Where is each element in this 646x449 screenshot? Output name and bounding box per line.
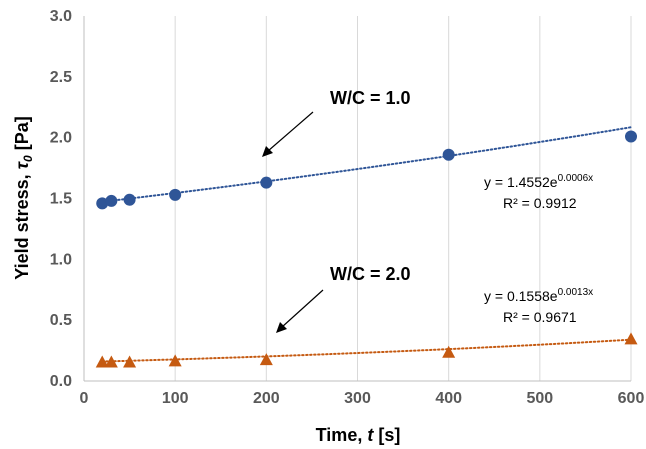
x-tick-400: 400 <box>435 390 462 407</box>
y-tick-1-5: 1.5 <box>50 191 72 208</box>
x-tick-200: 200 <box>253 390 280 407</box>
y-tick-1-0: 1.0 <box>50 251 72 268</box>
point-series-2-6 <box>624 332 638 345</box>
series-label-wc-2: W/C = 2.0 <box>330 264 411 284</box>
trendlines <box>101 126 632 363</box>
point-series-1-5 <box>442 148 455 161</box>
x-axis-title: Time, t [s] <box>316 425 401 445</box>
arrow-wc-1 <box>262 111 314 157</box>
y-tick-2-0: 2.0 <box>50 130 72 147</box>
arrow-wc-2 <box>276 289 324 333</box>
y-axis-subscript: 0 <box>21 155 35 162</box>
y-tick-0-5: 0.5 <box>50 312 72 329</box>
point-series-2-4 <box>259 353 273 366</box>
point-series-1-6 <box>625 130 637 143</box>
y-axis-title: Yield stress, τ0 [Pa] <box>12 116 35 279</box>
trendline-series-2 <box>101 338 632 363</box>
point-series-2-2 <box>123 355 137 368</box>
point-series-1-3 <box>169 188 182 201</box>
x-tick-100: 100 <box>162 390 189 407</box>
equation-wc-2: y = 0.1558e0.0013x <box>484 287 593 304</box>
x-axis-variable: t <box>367 425 374 445</box>
y-tick-2-5: 2.5 <box>50 69 72 86</box>
axes <box>83 16 631 382</box>
x-tick-600: 600 <box>618 390 645 407</box>
x-tick-0: 0 <box>80 390 89 407</box>
data-points <box>95 130 638 368</box>
gridlines <box>174 16 632 381</box>
y-tick-0-0: 0.0 <box>50 373 72 390</box>
point-series-1-4 <box>260 176 273 189</box>
y-tick-labels: 0.0 0.5 1.0 1.5 2.0 2.5 3.0 <box>50 8 72 390</box>
point-series-2-0 <box>95 355 109 368</box>
y-tick-3-0: 3.0 <box>50 8 72 25</box>
point-series-1-1 <box>105 194 118 207</box>
r2-wc-2: R² = 0.9671 <box>503 309 577 325</box>
point-series-1-0 <box>96 197 109 210</box>
x-tick-500: 500 <box>526 390 553 407</box>
y-axis-variable: τ <box>12 160 32 169</box>
point-series-2-1 <box>104 355 118 368</box>
equation-wc-1: y = 1.4552e0.0006x <box>484 173 593 190</box>
x-tick-labels: 0 100 200 300 400 500 600 <box>80 390 645 407</box>
r2-wc-1: R² = 0.9912 <box>503 195 577 211</box>
point-series-2-3 <box>168 354 182 367</box>
series-label-wc-1: W/C = 1.0 <box>330 88 411 108</box>
x-tick-300: 300 <box>344 390 371 407</box>
point-series-2-5 <box>442 345 456 358</box>
point-series-1-2 <box>123 193 136 206</box>
trendline-series-1 <box>101 126 632 203</box>
